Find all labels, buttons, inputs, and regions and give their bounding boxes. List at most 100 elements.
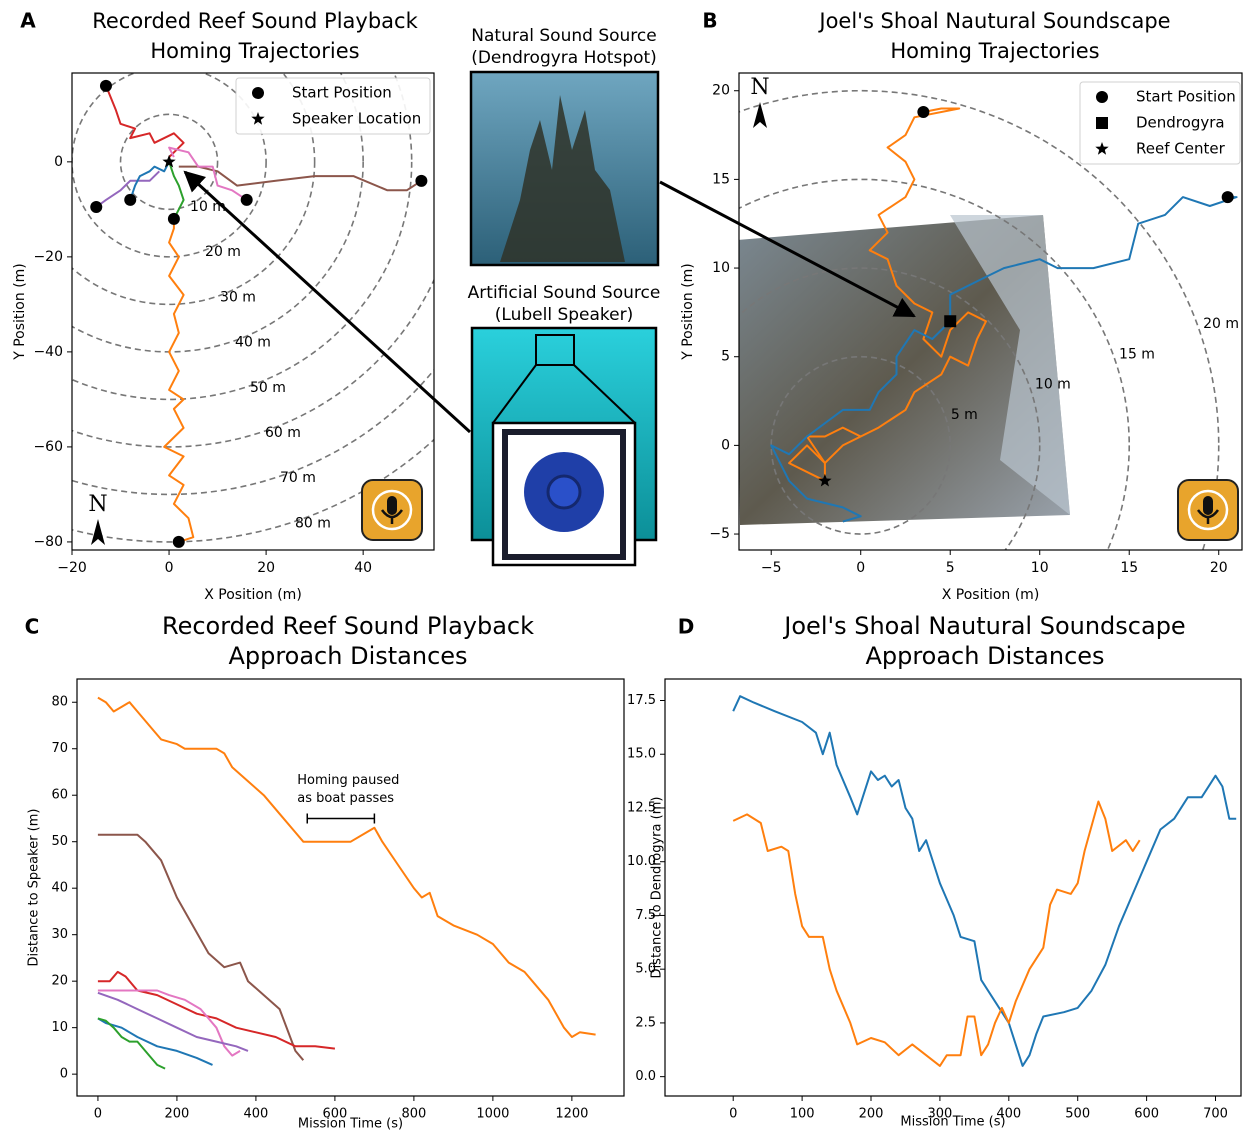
panel-letter: C [25,615,40,639]
panel-letter: A [20,9,36,33]
chart-title: Joel's Shoal Nautural Soundscape [817,9,1170,33]
x-tick-label: 5 [946,560,955,576]
series-line [733,802,1139,1066]
legend-label: Reef Center [1136,140,1226,158]
y-tick-label: 80 [51,695,68,710]
y-axis-label: Y Position (m) [12,263,28,361]
x-tick-label: 40 [354,560,372,576]
start-marker [415,175,427,187]
series-line [98,698,596,1037]
legend-label: Speaker Location [292,110,421,128]
series-line [169,162,184,219]
x-tick-label: 400 [243,1107,268,1122]
y-tick-label: −60 [33,439,63,455]
image-title: Natural Sound Source [471,26,656,46]
panel: D Joel's Shoal Nautural SoundscapeApproac… [627,612,1241,1130]
legend-marker [252,87,264,99]
axes-frame [665,679,1241,1096]
image-title: (Lubell Speaker) [495,305,633,325]
y-tick-label: 10 [712,260,730,276]
ring-label: 5 m [951,407,978,423]
x-axis-label: Mission Time (s) [900,1115,1005,1130]
photo-speaker [472,328,656,565]
ring-label: 15 m [1119,346,1155,362]
start-marker [168,213,180,225]
y-tick-label: 2.5 [635,1015,656,1030]
chart-title: Joel's Shoal Nautural Soundscape [782,612,1185,640]
axes-frame [72,73,434,550]
panel-letter: D [678,615,695,639]
y-tick-label: 0 [60,1067,68,1082]
y-tick-label: 40 [51,881,68,896]
start-marker [241,194,253,206]
chart-title: Approach Distances [865,642,1104,670]
x-tick-label: 200 [165,1107,190,1122]
x-tick-label: 0 [729,1107,737,1122]
start-marker [1222,191,1234,203]
x-tick-label: 1000 [476,1107,509,1122]
start-marker [90,201,102,213]
x-tick-label: 700 [1203,1107,1228,1122]
ring-label: 10 m [190,199,226,215]
x-tick-label: 20 [257,560,275,576]
x-tick-label: 15 [1120,560,1138,576]
series-line [733,696,1236,1066]
annotation-text: as boat passes [297,791,394,806]
legend-label: Start Position [292,84,392,102]
series-line [98,1018,213,1065]
y-tick-label: 50 [51,834,68,849]
legend-label: Start Position [1136,88,1236,106]
y-tick-label: 5 [721,349,730,365]
y-axis-label: Y Position (m) [680,263,696,361]
ring-label: 20 m [205,244,241,260]
series-line [98,1018,165,1068]
x-axis-label: X Position (m) [204,587,302,603]
y-tick-label: 60 [51,788,68,803]
chart-title: Approach Distances [228,642,467,670]
legend-marker [1096,117,1108,129]
photo-natural [471,72,658,265]
start-marker [100,80,112,92]
legend-marker [1096,91,1108,103]
y-tick-label: 20 [712,83,730,99]
chart-title: Recorded Reef Sound Playback [162,612,534,640]
x-tick-label: 600 [1134,1107,1159,1122]
series-line [164,219,193,542]
figure: Natural Sound Source (Dendrogyra Hotspot… [0,0,1244,1131]
x-tick-label: 1200 [555,1107,588,1122]
chart-title: Recorded Reef Sound Playback [92,9,418,33]
y-tick-label: −20 [33,249,63,265]
ring-label: 80 m [295,515,331,531]
x-tick-label: 100 [790,1107,815,1122]
y-tick-label: 10 [51,1020,68,1035]
plot-area [98,698,596,1069]
x-tick-label: 0 [165,560,174,576]
y-tick-label: −40 [33,344,63,360]
y-tick-label: 0 [721,437,730,453]
ring-label: 30 m [220,289,256,305]
x-tick-label: 0 [94,1107,102,1122]
series-line [98,835,303,1060]
y-tick-label: 30 [51,927,68,942]
north-label: N [88,492,107,517]
range-ring [0,0,509,494]
start-marker [917,106,929,118]
start-marker [124,194,136,206]
ring-label: 70 m [280,470,316,486]
start-marker [173,536,185,548]
y-tick-label: 20 [51,974,68,989]
y-tick-label: 0.0 [635,1069,656,1084]
y-tick-label: −80 [33,534,63,550]
y-axis-label: Distance to Speaker (m) [27,809,42,967]
x-tick-label: 800 [401,1107,426,1122]
x-tick-label: 10 [1031,560,1049,576]
ring-label: 50 m [250,380,286,396]
plot-area [733,696,1236,1066]
y-tick-label: 17.5 [627,693,656,708]
y-tick-label: 15.0 [627,747,656,762]
image-title: Artificial Sound Source [468,283,661,303]
range-ring [0,0,460,447]
chart-title: Homing Trajectories [890,39,1099,63]
y-tick-label: 70 [51,741,68,756]
